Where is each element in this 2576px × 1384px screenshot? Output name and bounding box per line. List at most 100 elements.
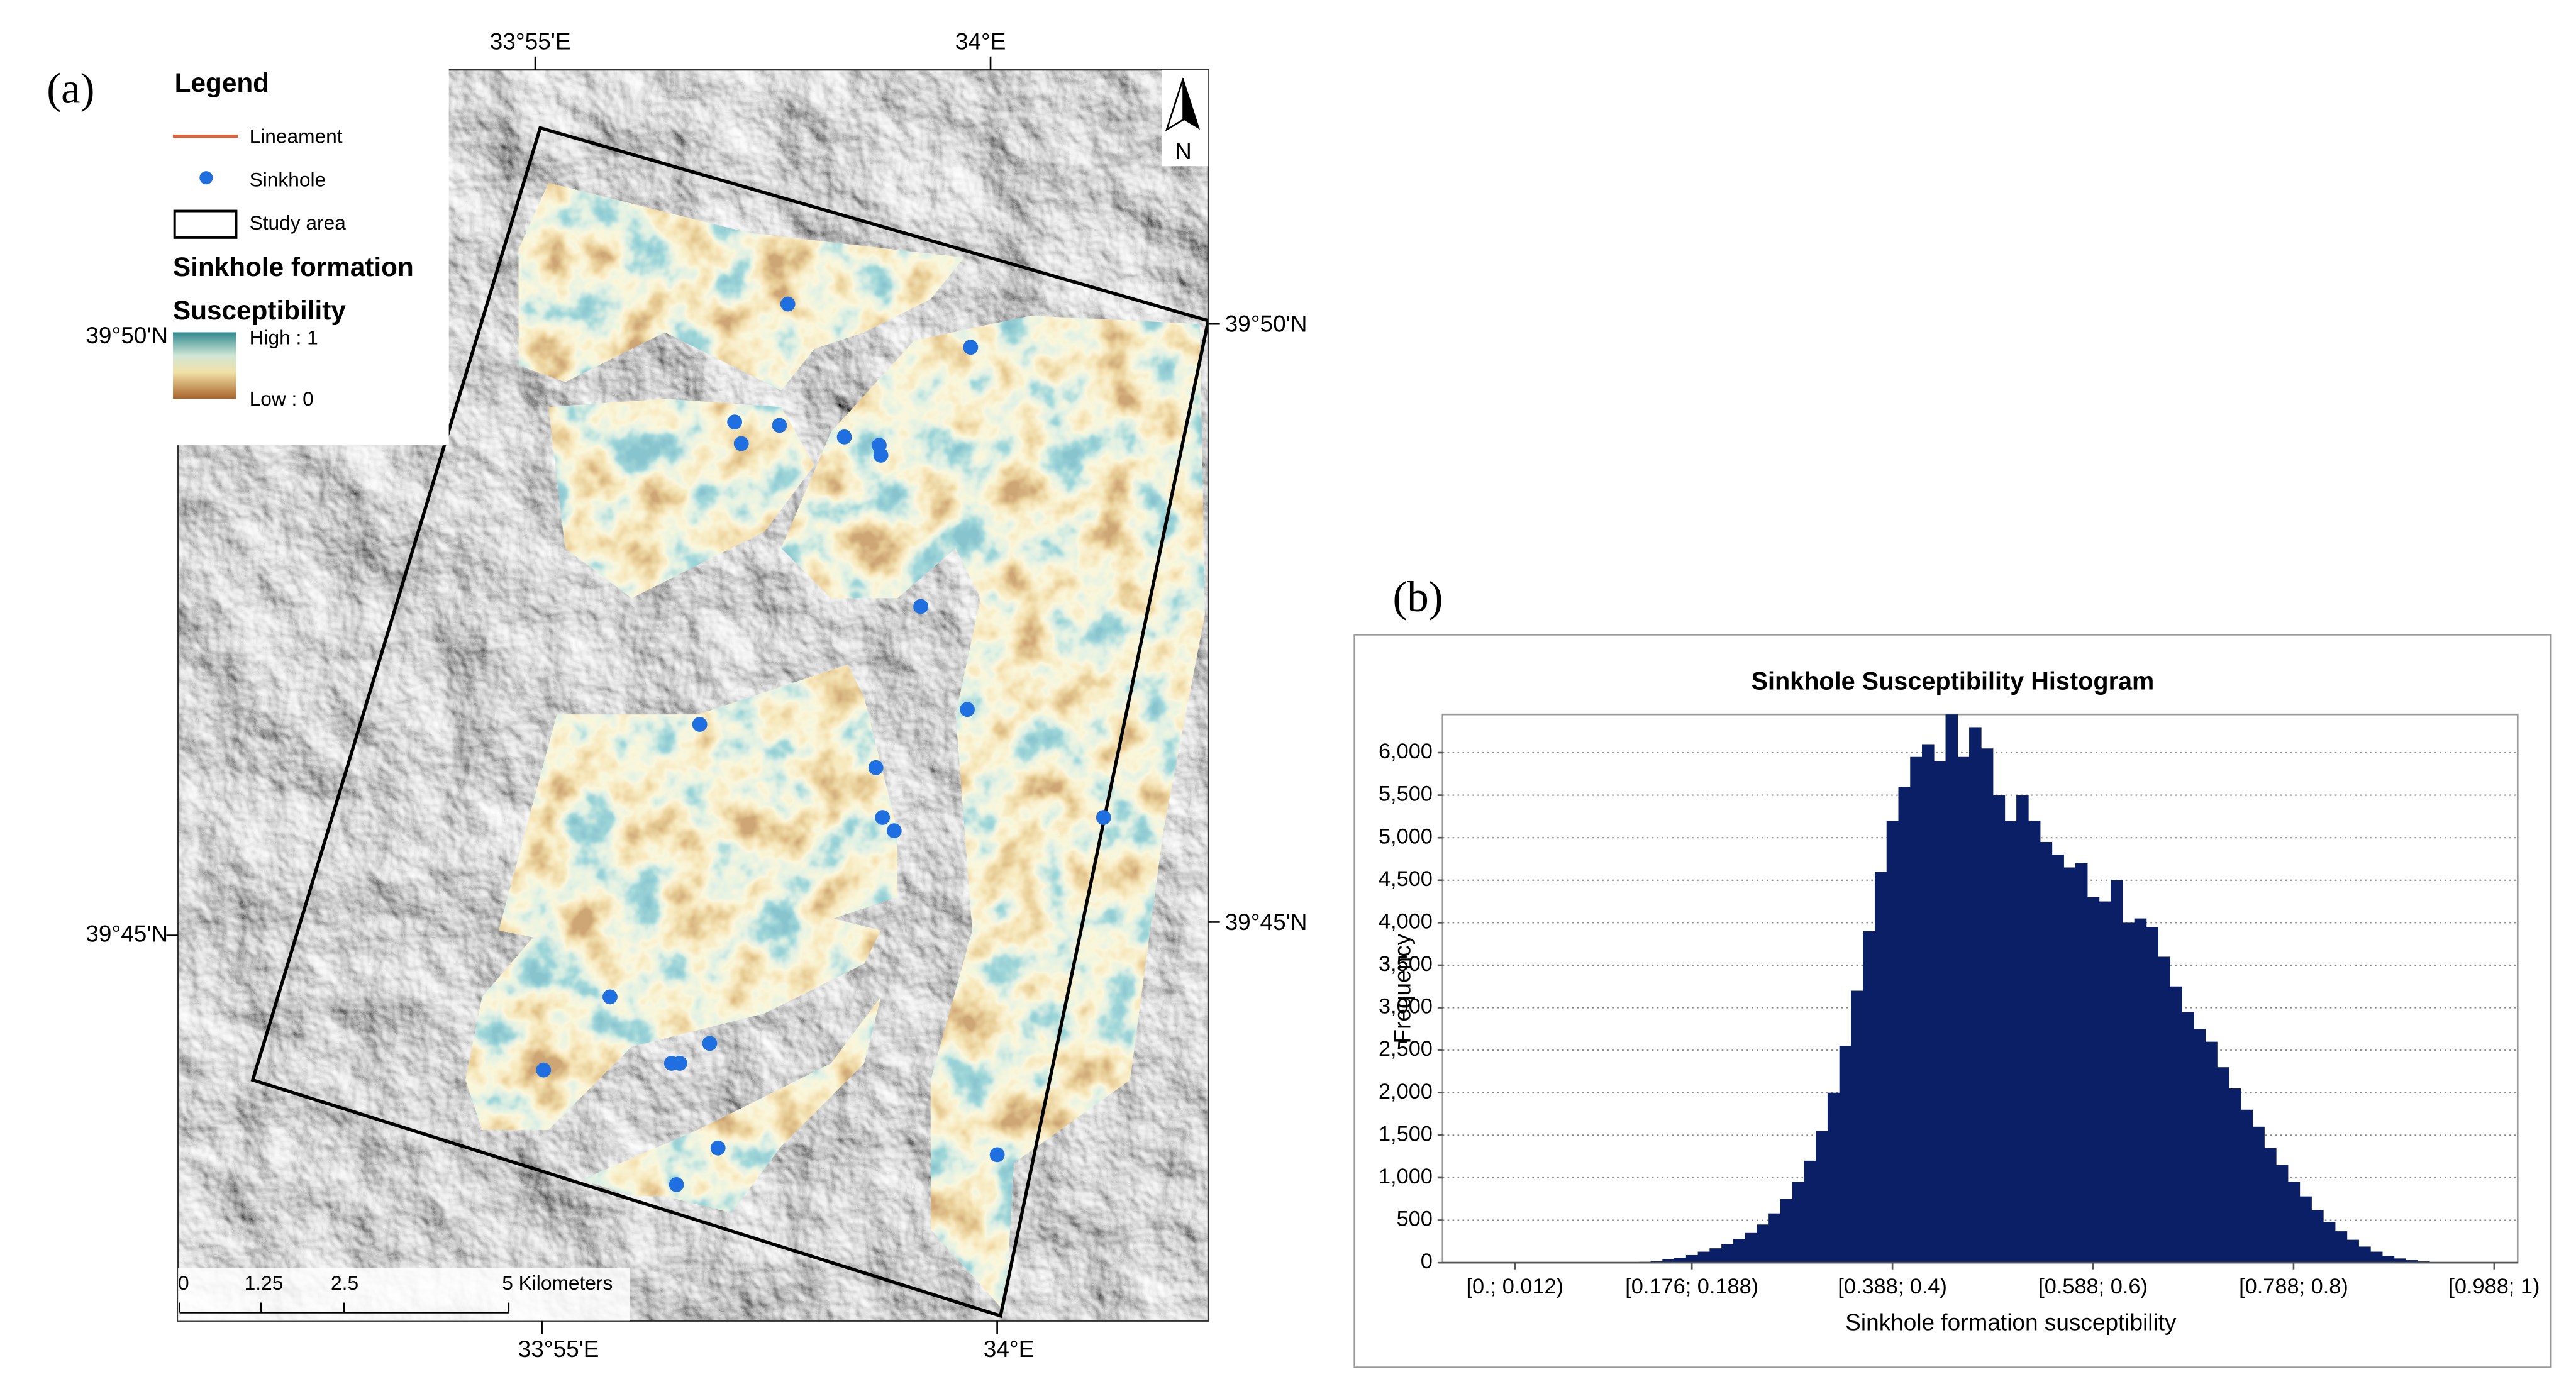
bar bbox=[1721, 1244, 1734, 1263]
scale-label: 2.5 bbox=[331, 1271, 358, 1294]
y-axis-label: Frequency bbox=[1390, 933, 1416, 1043]
y-tick-label: 1,500 bbox=[1379, 1122, 1433, 1146]
y-tick-label: 4,000 bbox=[1379, 909, 1433, 933]
y-tick-label: 0 bbox=[1421, 1249, 1433, 1273]
bar bbox=[2028, 821, 2041, 1263]
bar bbox=[2264, 1148, 2277, 1263]
bar bbox=[1685, 1254, 1699, 1263]
legend-ramp bbox=[173, 332, 236, 399]
north-label: N bbox=[1175, 138, 1192, 164]
bar bbox=[1780, 1199, 1793, 1263]
bar bbox=[2299, 1196, 2312, 1263]
bar bbox=[1662, 1259, 1675, 1263]
bar bbox=[1969, 727, 1982, 1263]
bar bbox=[2275, 1165, 2289, 1263]
sinkhole bbox=[913, 599, 928, 614]
bar bbox=[2146, 927, 2159, 1263]
map-frame bbox=[177, 69, 1209, 1322]
bar bbox=[2311, 1210, 2324, 1263]
sinkhole bbox=[960, 702, 975, 717]
sinkhole bbox=[873, 448, 889, 463]
x-tick-label: [0.788; 0.8) bbox=[2239, 1275, 2348, 1298]
sinkhole bbox=[963, 340, 979, 355]
legend-low: Low : 0 bbox=[250, 387, 314, 410]
x-tick-label: [0.388; 0.4) bbox=[1838, 1275, 1947, 1298]
bar bbox=[2134, 918, 2147, 1263]
legend-heading: Susceptibility bbox=[173, 296, 346, 325]
sinkhole bbox=[875, 810, 891, 825]
bar bbox=[1697, 1251, 1711, 1263]
bar bbox=[2004, 821, 2017, 1263]
bar bbox=[2169, 986, 2182, 1263]
bar bbox=[1768, 1213, 1781, 1263]
sinkhole bbox=[536, 1062, 552, 1078]
bar bbox=[1650, 1261, 1663, 1263]
north-arrow: N bbox=[1162, 69, 1209, 167]
sinkhole bbox=[669, 1177, 684, 1192]
bar bbox=[1945, 714, 1958, 1263]
scale-label: 0 bbox=[178, 1271, 189, 1294]
y-tick-label: 500 bbox=[1397, 1207, 1433, 1231]
bar bbox=[1745, 1232, 1758, 1263]
bar bbox=[1851, 990, 1864, 1263]
bar bbox=[1874, 872, 1887, 1263]
panel-label: (a) bbox=[47, 65, 94, 113]
x-tick-label: [0.988; 1) bbox=[2448, 1275, 2540, 1298]
bar bbox=[2063, 867, 2076, 1263]
bar bbox=[2217, 1067, 2229, 1263]
bar bbox=[2181, 1012, 2194, 1263]
sinkhole bbox=[836, 429, 852, 445]
lon-label: 34°E bbox=[955, 28, 1006, 54]
bar bbox=[2122, 922, 2135, 1263]
legend-title: Legend bbox=[175, 68, 269, 97]
sinkhole bbox=[692, 717, 708, 732]
y-tick-label: 3,000 bbox=[1379, 995, 1433, 1019]
legend-rect bbox=[173, 209, 238, 239]
bar bbox=[1804, 1160, 1816, 1263]
sinkhole bbox=[702, 1036, 718, 1051]
lat-label: 39°50'N bbox=[1225, 311, 1307, 337]
sinkhole bbox=[710, 1140, 726, 1156]
legend-item: Study area bbox=[250, 211, 347, 234]
sinkhole bbox=[727, 414, 743, 430]
sinkhole bbox=[772, 418, 787, 433]
bar bbox=[2287, 1182, 2301, 1263]
plot: 0 500 1,000 1,500 2,000 2,500 3,000 3,500 4,000 4… bbox=[1379, 713, 2540, 1298]
bar bbox=[1886, 821, 1899, 1263]
y-tick-label: 4,500 bbox=[1379, 867, 1433, 891]
legend-high: High : 1 bbox=[250, 326, 318, 348]
bar bbox=[1898, 787, 1911, 1263]
x-tick-label: [0.176; 0.188) bbox=[1625, 1275, 1758, 1298]
x-tick-label: [0.588; 0.6) bbox=[2038, 1275, 2148, 1298]
sinkhole bbox=[602, 989, 618, 1005]
bar bbox=[1957, 756, 1970, 1263]
lat-label: 39°45'N bbox=[86, 921, 168, 946]
x-axis-label: Sinkhole formation susceptibility bbox=[1845, 1310, 2177, 1336]
lon-label: 33°55'E bbox=[518, 1336, 599, 1362]
bar bbox=[2087, 897, 2100, 1263]
bar bbox=[2323, 1222, 2336, 1263]
y-tick-label: 2,000 bbox=[1379, 1080, 1433, 1104]
y-tick-label: 5,500 bbox=[1379, 782, 1433, 806]
legend-dot bbox=[199, 171, 213, 185]
bar bbox=[2228, 1088, 2241, 1263]
sinkhole bbox=[868, 760, 884, 775]
y-tick-label: 1,000 bbox=[1379, 1165, 1433, 1188]
sinkhole bbox=[672, 1056, 687, 1071]
legend-heading: Sinkhole formation bbox=[173, 252, 414, 282]
bar bbox=[1922, 744, 1935, 1263]
bar bbox=[1933, 761, 1946, 1263]
bar bbox=[1709, 1248, 1722, 1263]
y-tick-label: 5,000 bbox=[1379, 824, 1433, 848]
x-tick-label: [0.; 0.012) bbox=[1467, 1275, 1564, 1298]
scale-label: 1.25 bbox=[245, 1271, 284, 1294]
bar bbox=[1816, 1131, 1828, 1263]
bar bbox=[2016, 795, 2029, 1263]
study-area bbox=[250, 126, 1209, 1319]
bar bbox=[1827, 1092, 1840, 1263]
lat-label: 39°45'N bbox=[1225, 909, 1307, 935]
sinkhole bbox=[733, 436, 749, 451]
sinkhole bbox=[886, 823, 902, 839]
